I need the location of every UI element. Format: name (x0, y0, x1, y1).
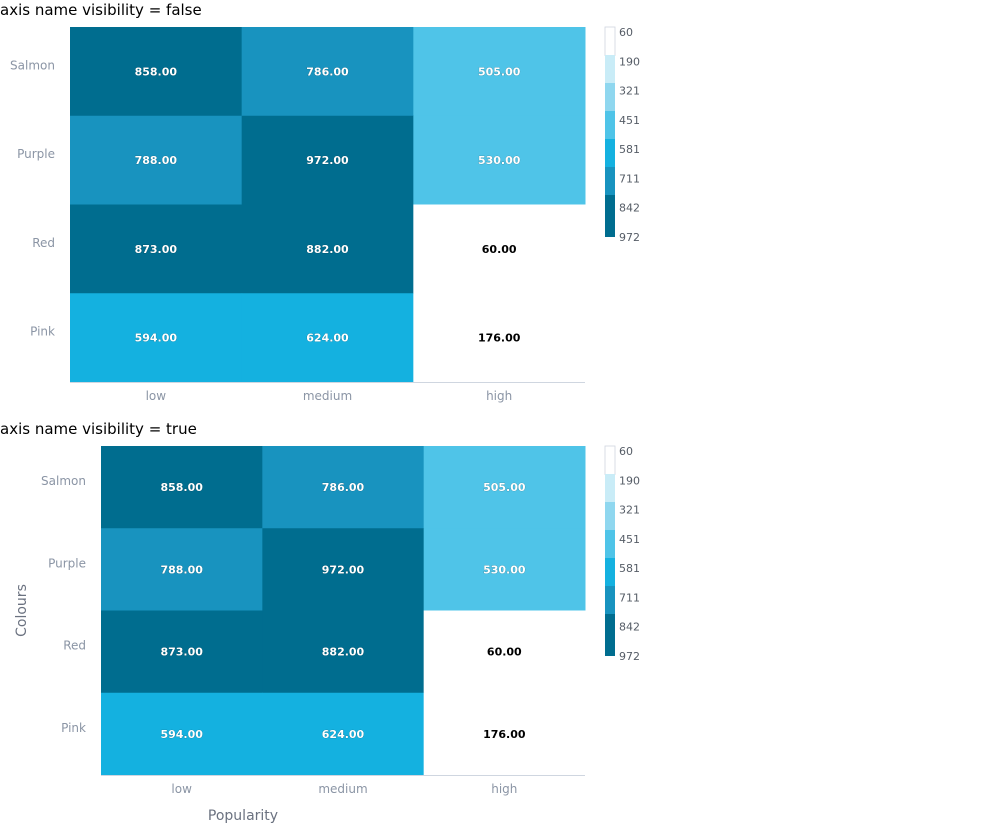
x-tick-label: low (146, 389, 167, 403)
legend-tick-label: 321 (619, 85, 640, 98)
legend-tick-label: 451 (619, 114, 640, 127)
legend-tick-label: 60 (619, 445, 633, 458)
cell-value-label: 873.00 (160, 646, 203, 659)
cell-value-label: 624.00 (306, 332, 349, 345)
heatmap-cell (101, 528, 263, 611)
legend-tick-label: 842 (619, 202, 640, 215)
y-tick-label: Red (63, 639, 86, 653)
cell-value-label: 786.00 (306, 65, 349, 78)
y-tick-label: Pink (30, 325, 55, 339)
heatmap-cell (423, 692, 586, 776)
legend-tick-label: 972 (619, 650, 640, 663)
heatmap-cell (70, 27, 243, 117)
cell-value-label: 176.00 (478, 332, 521, 345)
heatmap-cell (262, 446, 425, 529)
legend-swatch (605, 55, 615, 84)
cell-value-label: 176.00 (483, 728, 526, 741)
cell-value-label: 530.00 (483, 563, 526, 576)
heatmap-cell (241, 204, 414, 294)
chart-title: axis name visibility = true (0, 420, 197, 438)
legend-tick-label: 60 (619, 26, 633, 39)
heatmap-cell (413, 293, 586, 383)
y-axis-name: Colours (14, 584, 30, 637)
heatmap-cell (413, 27, 586, 117)
legend-swatch (605, 530, 615, 559)
legend-swatch (605, 502, 615, 531)
heatmap-cell (241, 27, 414, 117)
heatmap-cell (423, 610, 586, 694)
legend-tick-label: 451 (619, 533, 640, 546)
cell-value-label: 60.00 (487, 646, 522, 659)
legend-swatch (605, 83, 615, 112)
cell-value-label: 60.00 (482, 243, 517, 256)
legend-tick-label: 581 (619, 143, 640, 156)
cell-value-label: 594.00 (160, 728, 203, 741)
heatmap-cell (413, 115, 586, 205)
legend-tick-label: 711 (619, 172, 640, 185)
cell-value-label: 873.00 (135, 243, 178, 256)
legend-tick-label: 190 (619, 474, 640, 487)
legend-swatch (604, 26, 616, 56)
legend-tick-label: 581 (619, 562, 640, 575)
chart-title: axis name visibility = false (0, 1, 202, 19)
heatmap-cell (70, 293, 243, 383)
heatmap-cell (70, 204, 243, 294)
heatmap-cell (101, 692, 263, 776)
heatmap-cell (101, 610, 263, 694)
heatmap-cell (423, 528, 586, 611)
heatmap-cell (262, 528, 425, 611)
cell-value-label: 505.00 (483, 481, 526, 494)
legend-tick-label: 321 (619, 504, 640, 517)
y-tick-label: Salmon (10, 58, 55, 72)
legend-tick-label: 842 (619, 621, 640, 634)
cell-value-label: 858.00 (160, 481, 203, 494)
cell-value-label: 972.00 (306, 154, 349, 167)
cell-value-label: 882.00 (306, 243, 349, 256)
y-tick-label: Purple (48, 556, 86, 570)
heatmap-cell (70, 115, 243, 205)
cell-value-label: 882.00 (322, 646, 365, 659)
legend-swatch (605, 139, 615, 168)
x-axis-name: Popularity (208, 808, 278, 824)
x-tick-label: medium (303, 389, 352, 403)
cell-value-label: 624.00 (322, 728, 365, 741)
heatmap-cell (101, 446, 263, 529)
cell-value-label: 788.00 (135, 154, 178, 167)
cell-value-label: 530.00 (478, 154, 521, 167)
y-tick-label: Pink (61, 721, 86, 735)
heatmap-cell (262, 692, 425, 776)
heatmap-cell (241, 293, 414, 383)
legend-swatch (605, 614, 615, 656)
cell-value-label: 972.00 (322, 563, 365, 576)
x-tick-label: high (491, 782, 517, 796)
heatmap-cell (423, 446, 586, 529)
y-tick-label: Red (32, 236, 55, 250)
y-tick-label: Purple (17, 147, 55, 161)
legend-swatch (605, 167, 615, 196)
x-tick-label: medium (318, 782, 367, 796)
legend-swatch (605, 195, 615, 237)
heatmap-cell (413, 204, 586, 294)
legend-swatch (605, 111, 615, 140)
cell-value-label: 788.00 (160, 563, 203, 576)
cell-value-label: 505.00 (478, 65, 521, 78)
x-tick-label: high (486, 389, 512, 403)
cell-value-label: 594.00 (135, 332, 178, 345)
heatmap-cell (262, 610, 425, 694)
legend-swatch (605, 474, 615, 503)
legend-tick-label: 711 (619, 591, 640, 604)
legend-swatch (604, 445, 616, 475)
x-tick-label: low (171, 782, 192, 796)
legend-tick-label: 972 (619, 231, 640, 244)
legend-swatch (605, 586, 615, 615)
legend-swatch (605, 558, 615, 587)
legend-tick-label: 190 (619, 55, 640, 68)
cell-value-label: 786.00 (322, 481, 365, 494)
cell-value-label: 858.00 (135, 65, 178, 78)
y-tick-label: Salmon (41, 474, 86, 488)
heatmap-cell (241, 115, 414, 205)
